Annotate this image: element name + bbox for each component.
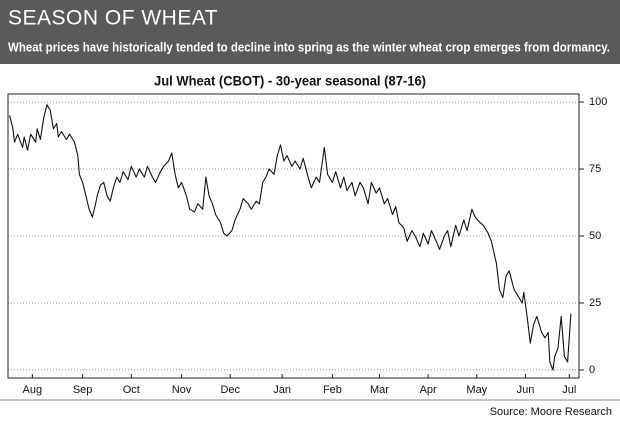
x-tick-label: Jan (273, 384, 291, 396)
line (9, 104, 572, 371)
x-tick-label: Dec (220, 384, 240, 396)
header: SEASON OF WHEAT (8, 7, 218, 30)
subtitle: Wheat prices have historically tended to… (8, 39, 610, 54)
source: Source: Moore Research (490, 406, 612, 418)
x-tick-label: Aug (23, 384, 43, 396)
header-bar (0, 0, 620, 64)
x-tick-label: Oct (123, 384, 140, 396)
x-tick-label: Jun (517, 384, 535, 396)
y-tick-label: 25 (589, 297, 601, 309)
y-tick-label: 100 (589, 96, 607, 108)
x-tick-label: Feb (323, 384, 342, 396)
y-tick-label: 0 (589, 364, 595, 376)
x-tick-label: Nov (172, 384, 192, 396)
chart-title: Jul Wheat (CBOT) - 30-year seasonal (87-… (154, 73, 426, 89)
x-tick-label: Mar (370, 384, 389, 396)
x-tick-label: Sep (73, 384, 93, 396)
y-tick-label: 50 (589, 230, 601, 242)
y-tick-label: 75 (589, 163, 601, 175)
x-tick-label: Jul (562, 384, 576, 396)
x-tick-label: May (466, 384, 487, 396)
x-tick-label: Apr (420, 384, 437, 396)
